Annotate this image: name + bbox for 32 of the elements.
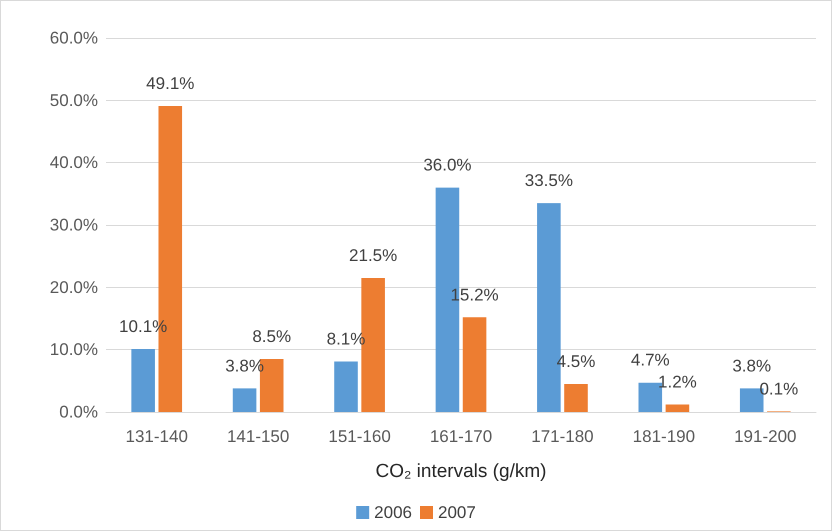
bar [666,404,690,412]
x-tick-label: 131-140 [126,427,188,446]
data-label: 33.5% [524,171,573,190]
legend-label: 2006 [374,503,412,522]
y-tick-label: 20.0% [50,278,98,297]
y-tick-label: 30.0% [50,216,98,234]
x-tick-label: 141-150 [226,427,290,446]
bar [131,349,155,412]
data-label: 3.8% [732,356,772,376]
data-label: 36.0% [423,156,472,175]
x-tick-label: 171-180 [531,427,594,446]
x-tick-label: 191-200 [734,427,796,446]
data-label: 0.1% [759,379,798,398]
y-tick-label: 10.0% [50,340,98,360]
y-tick-label: 50.0% [50,90,98,110]
data-label: 49.1% [146,74,194,93]
bar [334,362,358,412]
bar [462,317,486,412]
data-label: 4.7% [630,350,670,370]
data-label: 8.5% [252,327,292,346]
legend-label: 2007 [438,503,476,522]
x-axis-title: CO₂ intervals (g/km) [375,461,547,482]
x-tick-label: 161-170 [430,427,492,446]
bar [232,388,256,412]
data-label: 21.5% [349,246,398,265]
y-tick-label: 0.0% [59,402,98,422]
y-tick-label: 40.0% [50,153,98,172]
bar [564,384,588,412]
y-tick-label: 60.0% [50,28,98,48]
data-label: 1.2% [658,372,697,392]
x-tick-label: 151-160 [328,427,391,446]
x-tick-label: 181-190 [632,427,696,446]
